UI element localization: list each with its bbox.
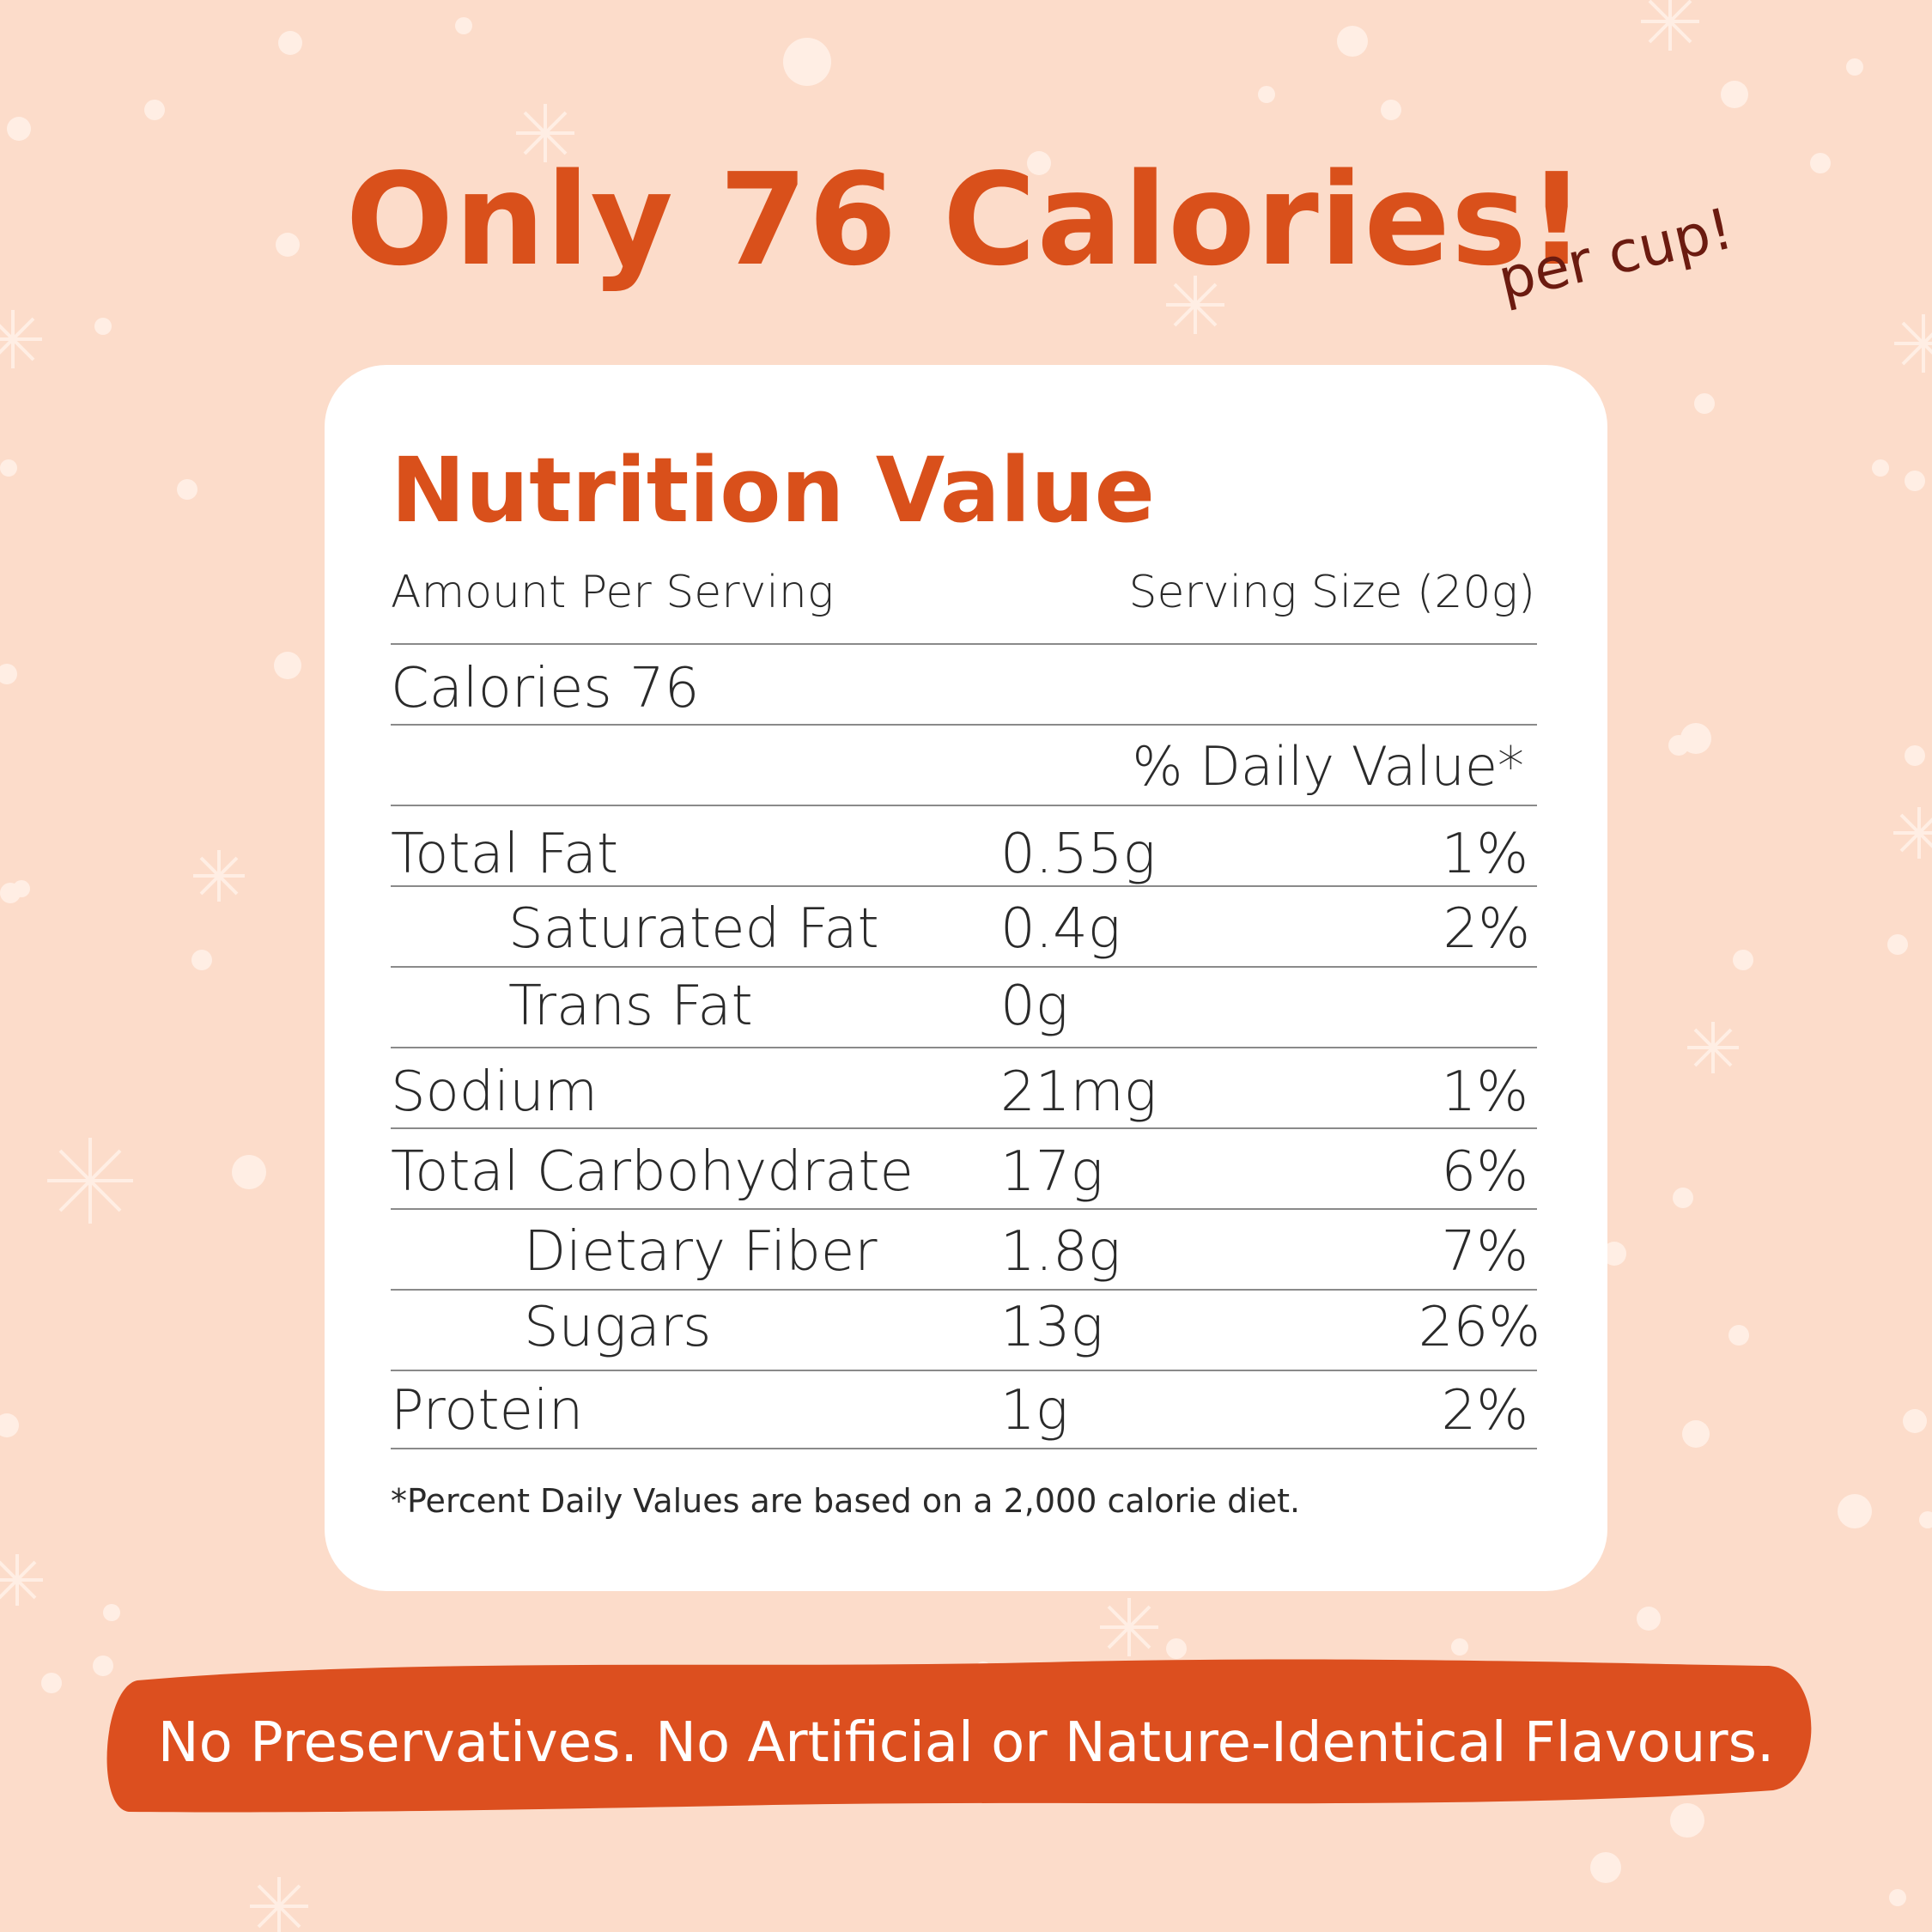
nutrient-amount: 1g (1000, 1379, 1069, 1443)
nutrient-amount: 0.4g (1000, 897, 1121, 961)
nutrient-name: Saturated Fat (508, 897, 879, 961)
divider (391, 966, 1537, 968)
amount-per-serving-label: Amount Per Serving (391, 567, 835, 618)
serving-size-label: Serving Size (20g) (1128, 567, 1535, 618)
nutrient-amount: 13g (1000, 1296, 1103, 1359)
nutrient-name: Sugars (524, 1296, 712, 1359)
nutrient-amount: 0g (1000, 975, 1069, 1038)
divider (391, 724, 1537, 726)
divider (391, 1448, 1537, 1449)
nutrient-daily-value: 1% (1441, 1060, 1528, 1124)
divider (391, 1289, 1537, 1291)
daily-value-header: % Daily Value* (1132, 735, 1524, 798)
divider (391, 1208, 1537, 1210)
nutrient-daily-value: 2% (1441, 1379, 1528, 1443)
nutrient-name: Total Carbohydrate (391, 1140, 914, 1204)
divider (391, 1370, 1537, 1371)
nutrient-daily-value: 2% (1443, 897, 1530, 961)
banner-text: No Preservatives. No Artificial or Natur… (157, 1711, 1775, 1775)
nutrient-daily-value: 1% (1441, 823, 1528, 886)
divider (391, 805, 1537, 806)
divider (391, 1047, 1537, 1048)
nutrient-name: Protein (391, 1379, 584, 1443)
nutrient-daily-value: 26% (1418, 1296, 1540, 1359)
divider (391, 885, 1537, 887)
nutrient-name: Dietary Fiber (524, 1220, 878, 1284)
nutrient-name: Trans Fat (508, 975, 753, 1038)
nutrition-card (325, 365, 1607, 1591)
card-title: Nutrition Value (391, 438, 1155, 543)
headline-calories: Only 76 Calories! (345, 146, 1587, 294)
calories-value: Calories 76 (391, 657, 700, 720)
divider (391, 643, 1537, 645)
nutrient-name: Total Fat (391, 823, 619, 886)
nutrient-daily-value: 7% (1441, 1220, 1528, 1284)
nutrient-daily-value: 6% (1441, 1140, 1528, 1204)
nutrient-amount: 21mg (1000, 1060, 1157, 1124)
divider (391, 1127, 1537, 1129)
nutrient-amount: 1.8g (1000, 1220, 1121, 1284)
nutrient-amount: 0.55g (1000, 823, 1156, 886)
daily-value-footnote: *Percent Daily Values are based on a 2,0… (391, 1482, 1301, 1520)
nutrient-name: Sodium (391, 1060, 598, 1124)
nutrient-amount: 17g (1000, 1140, 1103, 1204)
